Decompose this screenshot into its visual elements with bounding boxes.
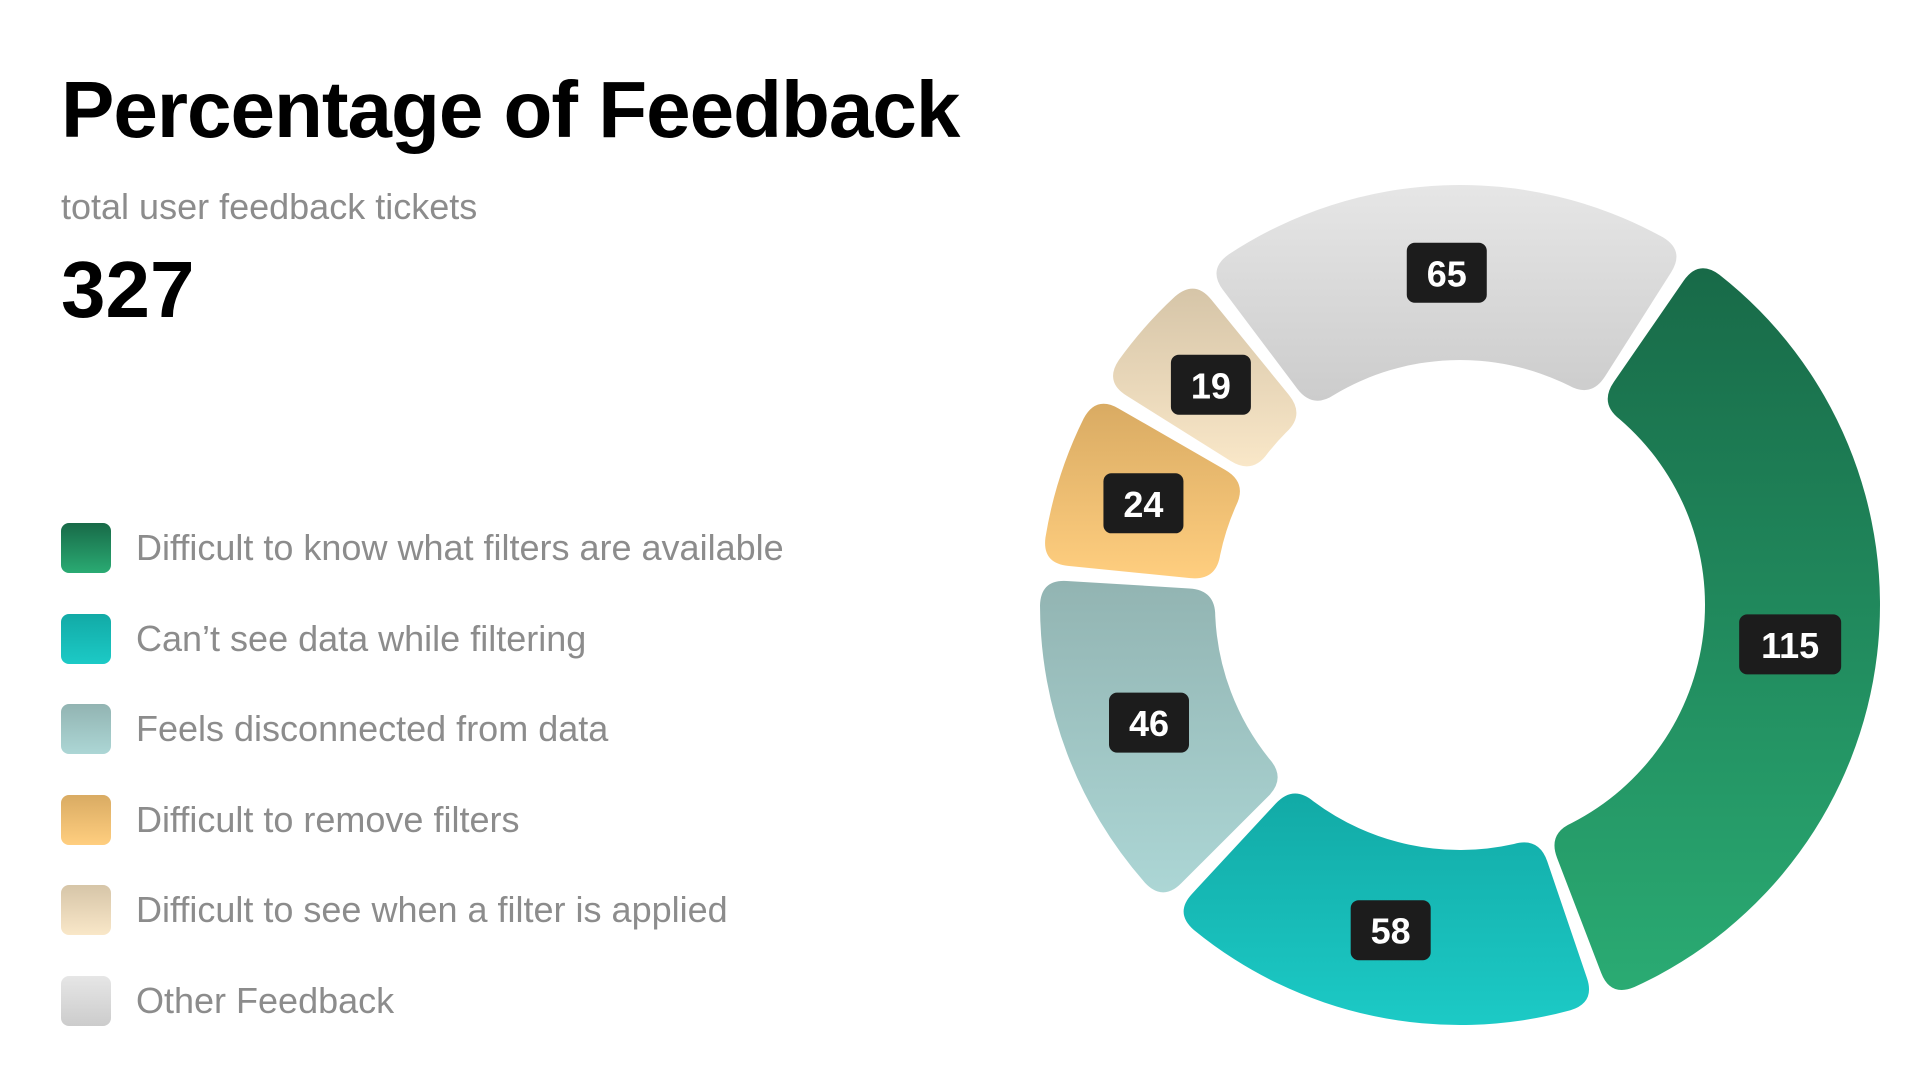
chart-title: Percentage of Feedback: [61, 65, 960, 154]
legend-item: Difficult to see when a filter is applie…: [61, 885, 784, 935]
legend-item: Difficult to remove filters: [61, 794, 784, 845]
legend-item: Feels disconnected from data: [61, 704, 784, 754]
value-label-text: 58: [1371, 911, 1411, 952]
legend-item: Difficult to know what filters are avail…: [61, 523, 784, 573]
value-label-text: 65: [1427, 253, 1467, 294]
total-count: 327: [61, 245, 195, 334]
value-label-bg: [1103, 473, 1184, 534]
legend-swatch: [61, 975, 111, 1026]
legend-label: Difficult to remove filters: [136, 798, 520, 840]
legend-label: Difficult to see when a filter is applie…: [136, 889, 728, 930]
value-label-bg: [1350, 900, 1431, 961]
value-label: 24: [1103, 473, 1184, 534]
legend-swatch: [61, 704, 111, 754]
legend-swatch: [61, 885, 111, 935]
value-label: 58: [1350, 900, 1431, 961]
legend-swatch: [61, 523, 111, 573]
legend-label: Other Feedback: [136, 979, 395, 1021]
legend-label: Feels disconnected from data: [136, 708, 609, 749]
legend-item: Other Feedback: [61, 975, 784, 1026]
value-label-bg: [1739, 614, 1842, 675]
legend-label: Can’t see data while filtering: [136, 617, 587, 659]
donut-segment[interactable]: [1554, 268, 1881, 991]
value-label-bg: [1170, 354, 1251, 415]
value-label-text: 46: [1129, 703, 1169, 744]
value-label-text: 19: [1191, 365, 1231, 406]
value-label-text: 24: [1123, 484, 1163, 525]
legend-label: Difficult to know what filters are avail…: [136, 527, 784, 568]
chart-subtitle: total user feedback tickets: [61, 186, 478, 227]
value-label: 115: [1739, 614, 1842, 675]
legend-item: Can’t see data while filtering: [61, 613, 784, 664]
value-label-text: 115: [1761, 625, 1819, 666]
value-label: 65: [1406, 242, 1487, 303]
legend-swatch: [61, 794, 111, 845]
value-label: 46: [1109, 692, 1190, 753]
value-label-bg: [1109, 692, 1190, 753]
value-label-bg: [1406, 242, 1487, 303]
legend: Difficult to know what filters are avail…: [61, 523, 784, 1066]
legend-swatch: [61, 613, 111, 664]
value-label: 19: [1170, 354, 1251, 415]
